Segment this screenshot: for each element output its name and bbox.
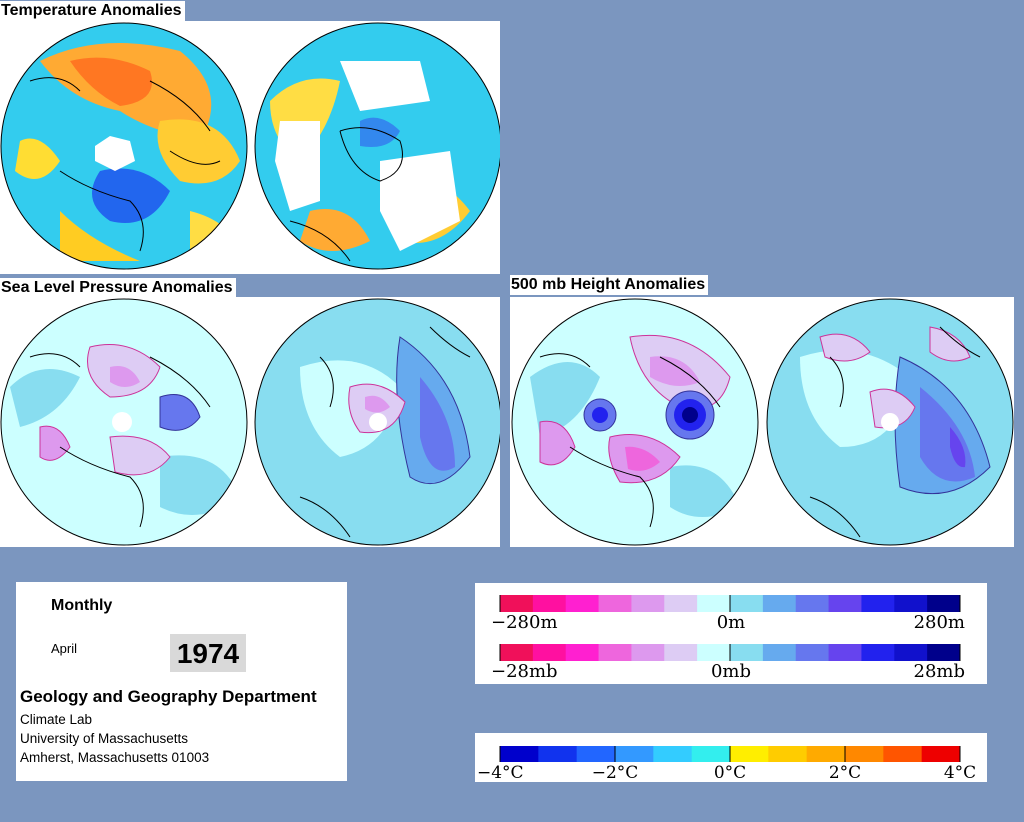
info-box: Monthly April 1974 Geology and Geography…	[16, 582, 347, 781]
tbar-swatch	[500, 746, 539, 762]
pressure-max-label: 28mb	[914, 661, 966, 682]
pbar-swatch	[730, 644, 764, 661]
lab-label: Climate Lab	[20, 712, 93, 727]
pbar-swatch	[795, 644, 830, 661]
height-min-label: −280m	[491, 612, 558, 633]
tbar-swatch	[921, 746, 961, 762]
tbar-swatch	[615, 746, 654, 762]
anomaly-legend: −280m 0m 280m −28mb 0mb 28mb	[475, 583, 987, 684]
pressure-mid-label: 0mb	[711, 661, 751, 682]
temperature-tick-label: −2°C	[592, 763, 639, 782]
temperature-map-panel	[0, 21, 500, 274]
hbar-swatch	[631, 595, 665, 612]
tbar-swatch	[730, 746, 769, 762]
address-label: Amherst, Massachusetts 01003	[20, 750, 210, 765]
tbar-swatch	[806, 746, 846, 762]
pbar-swatch	[598, 644, 632, 661]
year-label: 1974	[170, 634, 246, 672]
temperature-tick-label: 2°C	[829, 763, 861, 782]
hbar-swatch	[532, 595, 567, 612]
slp-southern-hemisphere-map	[255, 299, 500, 545]
department-label: Geology and Geography Department	[20, 687, 317, 706]
height-colorbar	[499, 595, 961, 612]
pbar-swatch	[532, 644, 567, 661]
pbar-swatch	[500, 644, 534, 661]
slp-northern-hemisphere-map	[1, 299, 247, 545]
pbar-swatch	[861, 644, 895, 661]
tbar-swatch	[845, 746, 884, 762]
hbar-swatch	[795, 595, 830, 612]
hbar-swatch	[762, 595, 797, 612]
pbar-swatch	[762, 644, 797, 661]
pressure-colorbar	[499, 644, 961, 661]
temperature-tick-label: 4°C	[944, 763, 976, 782]
tbar-swatch	[883, 746, 923, 762]
month-label: April	[51, 641, 78, 656]
period-label: Monthly	[51, 597, 113, 614]
height-max-label: 280m	[914, 612, 965, 633]
pbar-swatch	[664, 644, 698, 661]
height-mid-label: 0m	[717, 612, 746, 633]
temperature-tick-label: −4°C	[477, 763, 524, 782]
tbar-swatch	[538, 746, 578, 762]
slp-anomalies-title: Sea Level Pressure Anomalies	[0, 278, 236, 298]
pbar-swatch	[894, 644, 928, 661]
university-label: University of Massachusetts	[20, 731, 189, 746]
slp-map-panel	[0, 297, 500, 547]
hbar-swatch	[861, 595, 895, 612]
tbar-swatch	[691, 746, 731, 762]
hbar-swatch	[500, 595, 534, 612]
temperature-colorbar	[499, 746, 961, 762]
temperature-legend: −4°C −2°C 0°C 2°C 4°C	[475, 733, 987, 782]
pbar-swatch	[631, 644, 665, 661]
temperature-anomalies-title: Temperature Anomalies	[0, 1, 185, 21]
hbar-swatch	[730, 595, 764, 612]
hbar-swatch	[927, 595, 961, 612]
tbar-swatch	[768, 746, 808, 762]
height-northern-hemisphere-map	[512, 299, 758, 545]
hbar-swatch	[598, 595, 632, 612]
temperature-tick-label: 0°C	[714, 763, 746, 782]
height-southern-hemisphere-map	[767, 299, 1013, 545]
tbar-swatch	[576, 746, 616, 762]
hbar-swatch	[828, 595, 862, 612]
pbar-swatch	[565, 644, 600, 661]
height-map-panel	[510, 297, 1014, 547]
hbar-swatch	[894, 595, 928, 612]
height-anomalies-title: 500 mb Height Anomalies	[510, 275, 709, 295]
temperature-northern-hemisphere-map	[1, 23, 247, 269]
pressure-min-label: −28mb	[491, 661, 558, 682]
pbar-swatch	[927, 644, 961, 661]
hbar-swatch	[697, 595, 731, 612]
hbar-swatch	[664, 595, 698, 612]
hbar-swatch	[565, 595, 600, 612]
pbar-swatch	[828, 644, 862, 661]
tbar-swatch	[653, 746, 693, 762]
pbar-swatch	[697, 644, 731, 661]
temperature-southern-hemisphere-map	[255, 23, 500, 269]
